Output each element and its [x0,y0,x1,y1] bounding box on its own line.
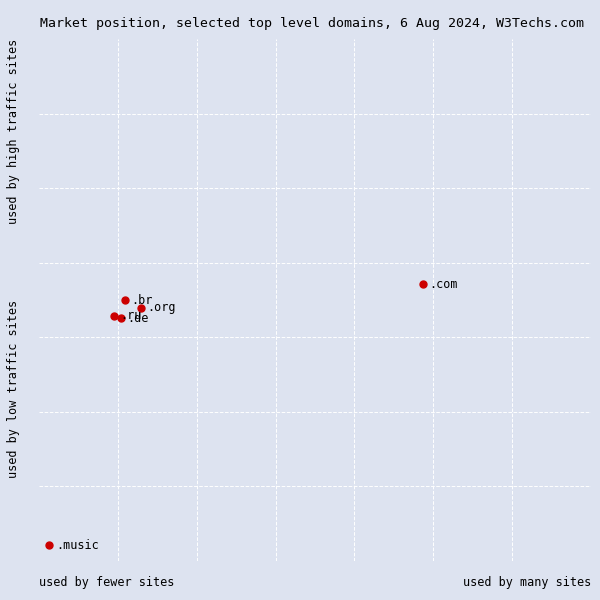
Text: .com: .com [429,278,458,291]
Text: used by many sites: used by many sites [463,576,591,589]
Point [136,303,146,313]
Point [116,313,125,323]
Text: used by fewer sites: used by fewer sites [39,576,175,589]
Point [120,295,130,305]
Point [44,541,54,550]
Text: .br: .br [131,293,152,307]
Text: used by high traffic sites: used by high traffic sites [7,39,20,224]
Text: used by low traffic sites: used by low traffic sites [7,300,20,478]
Point [109,311,118,320]
Text: .music: .music [56,539,100,552]
Text: Market position, selected top level domains, 6 Aug 2024, W3Techs.com: Market position, selected top level doma… [40,17,584,30]
Text: .de: .de [127,312,149,325]
Point [418,280,427,289]
Text: .org: .org [148,301,176,314]
Text: .ru: .ru [120,309,142,322]
